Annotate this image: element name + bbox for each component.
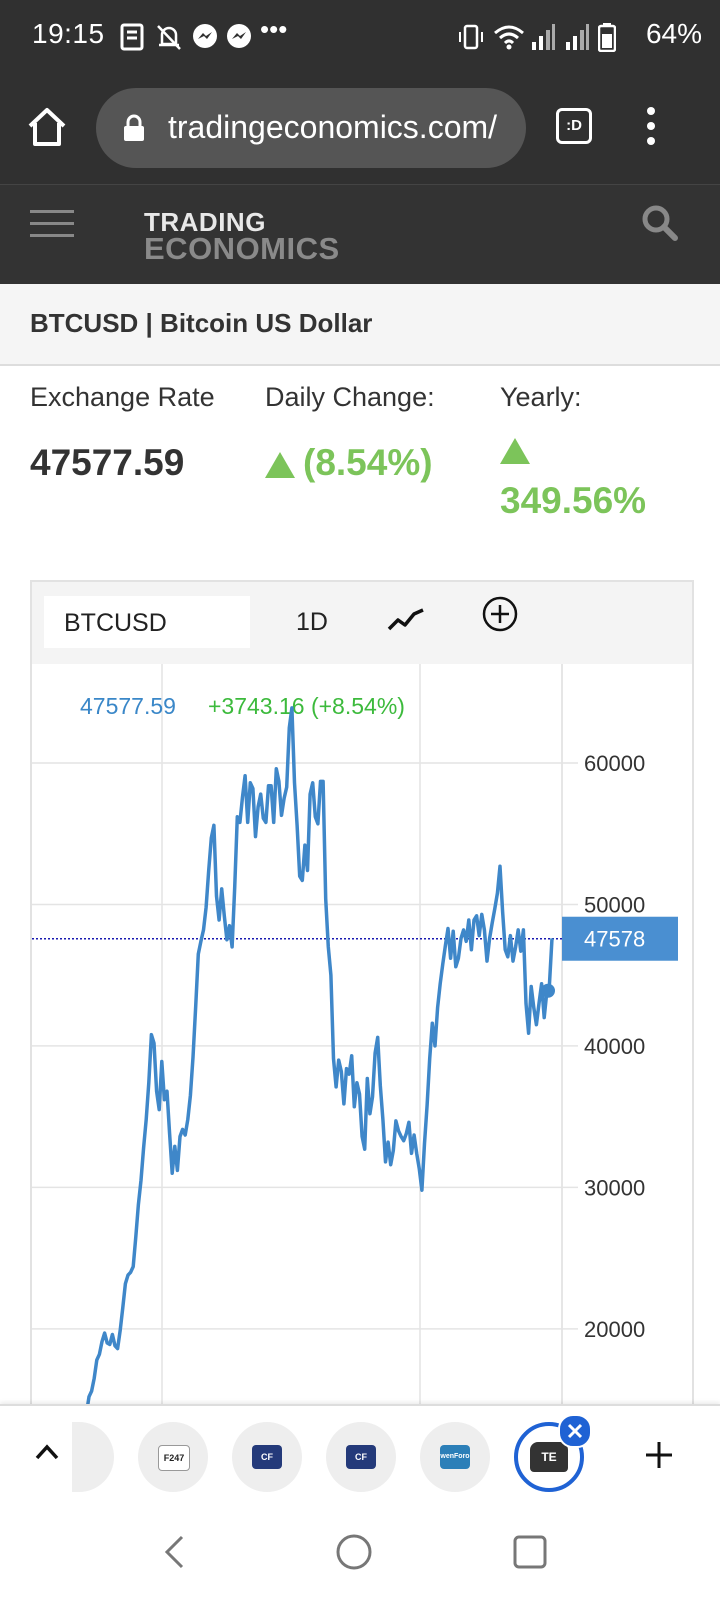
tab-xenforo[interactable]: wenForo: [420, 1422, 490, 1492]
last-price-marker: [541, 983, 555, 998]
period-selector[interactable]: 1D: [296, 608, 328, 636]
daily-change-value: (8.54%): [303, 442, 433, 483]
symbol-input[interactable]: BTCUSD: [44, 596, 250, 648]
up-arrow-icon-yearly: [500, 438, 530, 464]
symbol-text: BTCUSD: [64, 609, 167, 637]
site-header: TRADING ECONOMICS: [0, 184, 720, 285]
vibrate-icon: [459, 24, 483, 50]
add-compare-icon[interactable]: [480, 594, 520, 634]
xenforo-favicon-icon: wenForo: [440, 1445, 470, 1469]
hamburger-menu-icon[interactable]: [30, 209, 74, 239]
site-logo-top[interactable]: TRADING: [144, 207, 266, 237]
tab-switcher-button[interactable]: :D: [556, 108, 592, 144]
bell-off-icon: [157, 25, 181, 50]
page-title-bar: BTCUSD | Bitcoin US Dollar: [0, 284, 720, 366]
yearly-value: 349.56%: [500, 480, 647, 521]
home-icon[interactable]: [26, 106, 68, 148]
daily-change: (8.54%): [265, 442, 433, 484]
current-price-badge-text: 47578: [584, 927, 645, 952]
tab-cf-2[interactable]: CF: [326, 1422, 396, 1492]
chart-header-change: +3743.16 (+8.54%): [208, 693, 405, 719]
menu-dots-icon[interactable]: [640, 104, 662, 148]
y-tick-label: 30000: [584, 1175, 645, 1200]
add-tab-icon[interactable]: [644, 1440, 674, 1470]
tab-cf-1[interactable]: CF: [232, 1422, 302, 1492]
chart-header-price: 47577.59: [80, 693, 176, 719]
yearly-label: Yearly:: [500, 382, 582, 412]
more-notifications-icon: •••: [260, 14, 288, 44]
lock-icon: [124, 114, 144, 141]
current-price-badge: [562, 916, 678, 961]
messenger-icon-2: [227, 24, 251, 48]
cf-favicon-icon-2: CF: [346, 1445, 376, 1469]
tab-partial[interactable]: [72, 1422, 114, 1492]
home-nav-icon[interactable]: [334, 1532, 374, 1572]
clock: 19:15: [32, 18, 105, 49]
url-text: tradingeconomics.com/: [168, 109, 498, 145]
exchange-rate-label: Exchange Rate: [30, 382, 215, 412]
f247-favicon-icon: F247: [158, 1445, 190, 1471]
y-tick-label: 20000: [584, 1317, 645, 1342]
yearly-up-arrow: [500, 438, 538, 464]
address-bar[interactable]: tradingeconomics.com/: [96, 88, 526, 168]
chart-toolbar: BTCUSD 1D: [32, 582, 692, 664]
site-logo-bottom[interactable]: ECONOMICS: [144, 231, 340, 266]
price-series-line: [79, 706, 554, 1442]
wifi-icon: [494, 25, 524, 50]
exchange-rate-value: 47577.59: [30, 442, 185, 483]
battery-level: 64%: [645, 18, 702, 49]
tab-f247[interactable]: F247: [138, 1422, 208, 1492]
news-icon: [120, 23, 144, 51]
chevron-up-icon[interactable]: [34, 1442, 60, 1462]
messenger-icon: [193, 24, 217, 48]
price-chart[interactable]: 47577.59 +3743.16 (+8.54%) 20000 30000 400…: [32, 664, 692, 1442]
search-icon[interactable]: [640, 203, 680, 243]
back-icon[interactable]: [160, 1534, 188, 1570]
up-arrow-icon: [265, 452, 295, 479]
cf-favicon-icon: CF: [252, 1445, 282, 1469]
y-tick-label: 50000: [584, 892, 645, 917]
page-title: BTCUSD | Bitcoin US Dollar: [30, 308, 373, 338]
system-nav-bar: [0, 1504, 720, 1600]
y-tick-label: 60000: [584, 751, 645, 776]
status-bar: 19:15 ••• 64%: [0, 0, 720, 76]
te-favicon-icon: TE: [530, 1442, 568, 1472]
signal-icon-2: [566, 24, 589, 50]
y-tick-label: 40000: [584, 1034, 645, 1059]
battery-icon: [598, 23, 616, 52]
browser-toolbar: tradingeconomics.com/ :D: [0, 76, 720, 184]
daily-change-label: Daily Change:: [265, 382, 435, 412]
tabs-bar: F247 CF CF wenForo TE: [0, 1404, 720, 1506]
tab-active-tradingeconomics[interactable]: TE: [514, 1422, 584, 1492]
signal-icon: [532, 24, 555, 50]
close-icon: [567, 1423, 583, 1439]
close-tab-button[interactable]: [558, 1414, 592, 1448]
recents-icon[interactable]: [512, 1534, 548, 1570]
chart-type-icon[interactable]: [386, 600, 426, 640]
chart-panel: BTCUSD 1D 47577.59 +3743.16 (+8.54%) 200…: [30, 580, 694, 1444]
